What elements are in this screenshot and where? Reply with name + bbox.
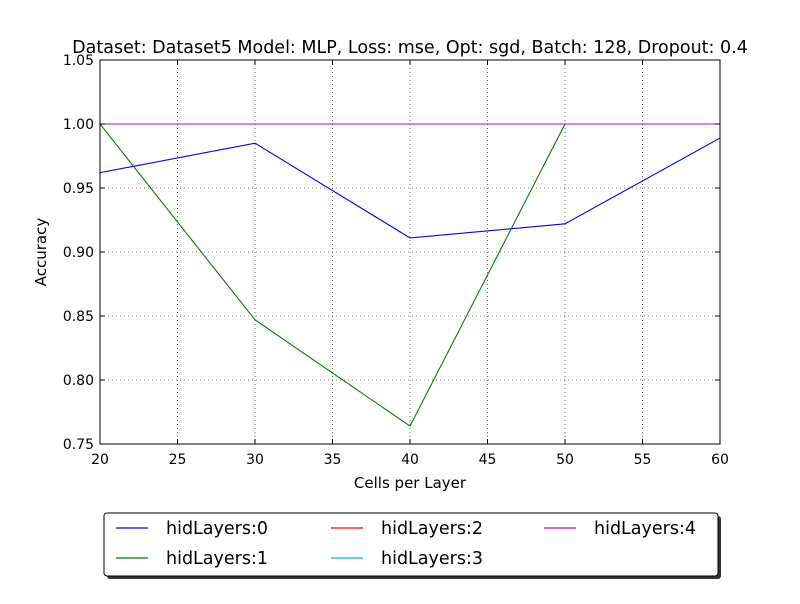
- legend-label: hidLayers:0: [166, 519, 268, 539]
- legend: hidLayers:0 hidLayers:1 hidLayers:2 hidLaye…: [103, 512, 721, 579]
- x-tick-label: 55: [634, 452, 652, 468]
- x-tick-label: 25: [169, 452, 187, 468]
- x-tick-label: 60: [711, 452, 729, 468]
- grid-lines: [100, 60, 720, 444]
- y-tick-label: 0.80: [63, 373, 94, 389]
- y-axis-label: Accuracy: [32, 218, 50, 287]
- legend-box: [103, 512, 719, 577]
- series-line-0: [99, 137, 721, 239]
- legend-label: hidLayers:3: [381, 549, 483, 569]
- x-tick-label: 50: [556, 452, 574, 468]
- y-tick-label: 0.85: [63, 309, 94, 325]
- y-tick-label: 0.90: [63, 245, 94, 261]
- x-tick-label: 20: [91, 452, 109, 468]
- legend-label: hidLayers:4: [594, 519, 696, 539]
- axis-ticks: 20 25 30 35 40 45 50 55 60 0.75 0.80 0.85 0.90 0.95 1.…: [63, 53, 729, 468]
- legend-label: hidLayers:1: [166, 549, 268, 569]
- legend-label: hidLayers:2: [381, 519, 483, 539]
- y-tick-label: 1.05: [63, 53, 94, 69]
- x-tick-label: 40: [401, 452, 419, 468]
- y-tick-label: 1.00: [63, 117, 94, 133]
- y-tick-label: 0.95: [63, 181, 94, 197]
- x-axis-label: Cells per Layer: [354, 474, 467, 492]
- series-lines: [99, 123, 721, 427]
- x-tick-label: 45: [479, 452, 497, 468]
- x-tick-label: 35: [324, 452, 342, 468]
- chart-title: Dataset: Dataset5 Model: MLP, Loss: mse,…: [72, 38, 748, 58]
- x-tick-label: 30: [246, 452, 264, 468]
- y-tick-label: 0.75: [63, 437, 94, 453]
